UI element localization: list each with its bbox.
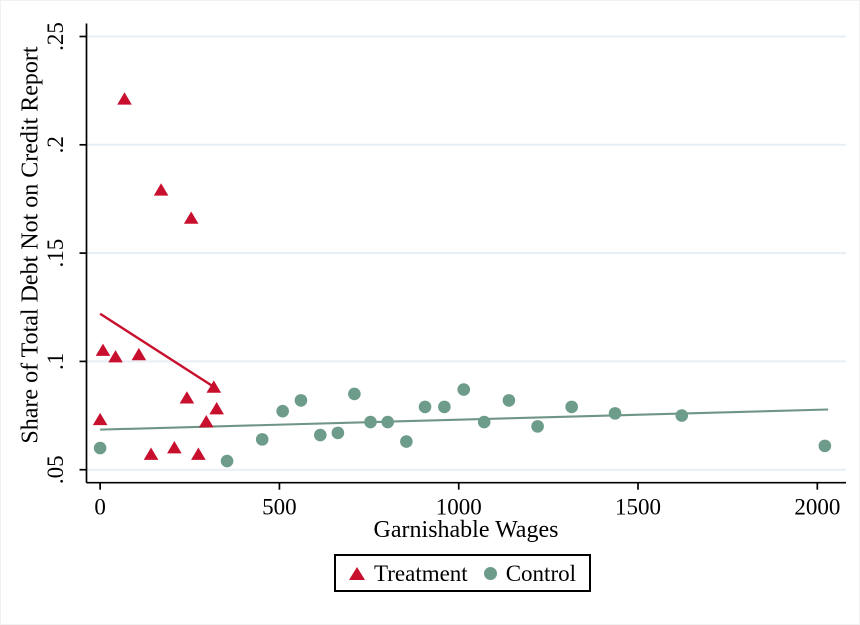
treatment-point [191, 447, 206, 460]
legend-item-control: Control [483, 560, 576, 586]
treatment-point [209, 402, 224, 415]
legend-item-treatment: Treatment [349, 562, 468, 585]
treatment-point [179, 391, 195, 404]
treatment-point [183, 211, 199, 224]
treatment-point [131, 347, 147, 361]
x-tick-label: 0 [94, 495, 106, 520]
control-point [438, 400, 451, 414]
control-point [276, 404, 289, 418]
x-tick-label: 1000 [436, 495, 482, 520]
x-tick-label: 2000 [794, 495, 840, 520]
control-point [565, 400, 578, 414]
treatment-triangle-icon [349, 566, 365, 580]
treatment-point [117, 92, 132, 105]
control-point [477, 415, 491, 429]
control-point [531, 420, 544, 433]
treatment-point [92, 412, 108, 426]
control-circle-icon [483, 566, 497, 580]
treatment-point [95, 343, 111, 356]
treatment-point [108, 350, 123, 363]
y-tick-label: .15 [43, 239, 68, 268]
legend-label-treatment: Treatment [374, 560, 468, 586]
x-tick-label: 1500 [615, 495, 661, 520]
y-tick-label: .2 [43, 136, 68, 153]
control-fit-line [100, 408, 829, 431]
control-point [93, 441, 107, 455]
control-point [364, 415, 377, 429]
control-point [331, 426, 345, 440]
control-point [818, 439, 832, 453]
control-point [502, 394, 516, 407]
control-point [348, 387, 361, 401]
control-point [675, 409, 689, 422]
control-point [255, 433, 269, 446]
y-axis-title: Share of Total Debt Not on Credit Report [17, 46, 44, 444]
y-tick-label: .05 [43, 455, 68, 484]
treatment-point [167, 441, 182, 454]
legend-label-control: Control [505, 560, 576, 586]
treatment-fit-line [99, 312, 212, 387]
treatment-point [153, 183, 169, 196]
legend: Treatment Control [334, 554, 591, 592]
control-point [220, 454, 234, 468]
control-point [418, 400, 432, 414]
control-point [457, 383, 471, 396]
control-point [381, 415, 395, 429]
y-tick-label: .1 [43, 353, 68, 370]
x-tick-label: 500 [262, 495, 297, 520]
y-tick-label: .25 [43, 22, 68, 51]
control-point [400, 435, 413, 448]
control-point [314, 428, 327, 442]
treatment-point [206, 380, 222, 393]
treatment-point [143, 447, 159, 460]
control-point [608, 407, 622, 420]
x-axis-title: Garnishable Wages [373, 517, 559, 543]
control-point [294, 394, 308, 407]
treatment-point [198, 415, 214, 428]
